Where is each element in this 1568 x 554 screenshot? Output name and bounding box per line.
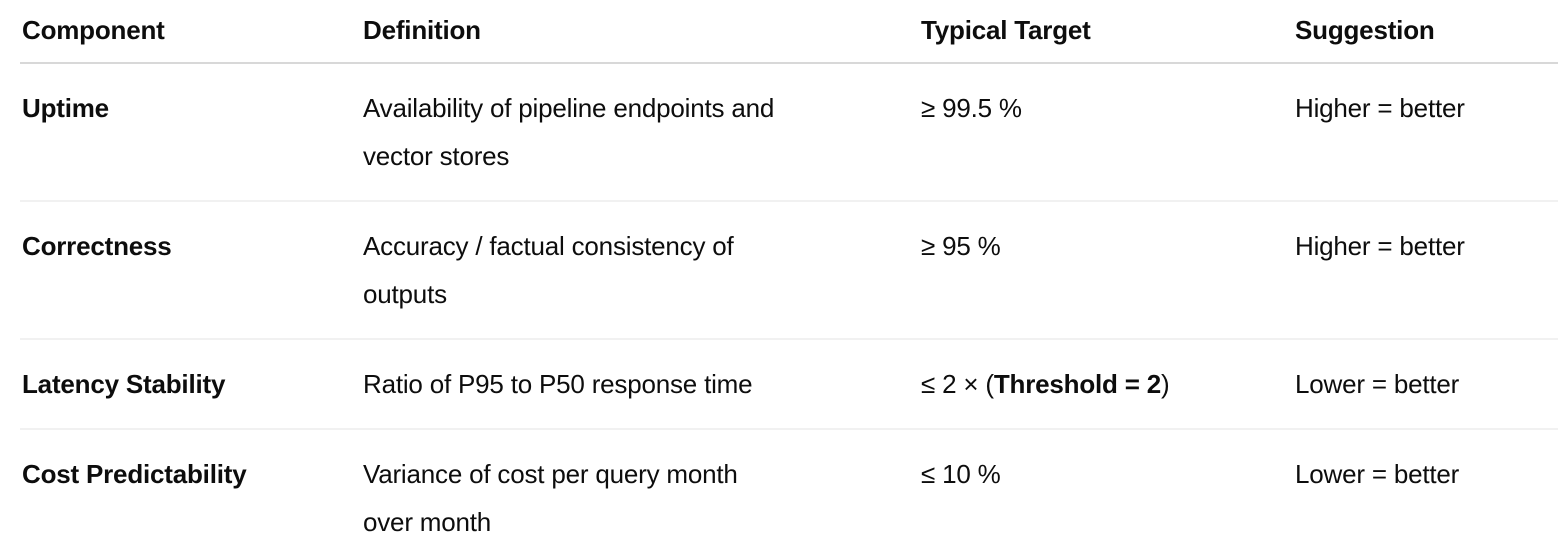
table-row-latency-stability: Latency Stability Ratio of P95 to P50 re…: [20, 340, 1558, 430]
table-row-uptime: Uptime Availability of pipeline endpoint…: [20, 64, 1558, 202]
definition-line: Variance of cost per query month: [363, 459, 738, 489]
definition-line: Ratio of P95 to P50 response time: [363, 369, 753, 399]
component-cell: Correctness: [22, 231, 172, 261]
target-cell: ≥ 99.5 %: [921, 64, 1295, 200]
definition-line: Accuracy / factual consistency of: [363, 231, 734, 261]
target-text: ≥ 99.5 %: [921, 93, 1022, 123]
definition-cell: Ratio of P95 to P50 response time: [363, 340, 921, 428]
definition-line: Availability of pipeline endpoints and: [363, 93, 775, 123]
target-text: ≤ 10 %: [921, 459, 1001, 489]
header-cell-suggestion: Suggestion: [1295, 15, 1435, 45]
header-cell-definition: Definition: [363, 15, 481, 45]
definition-cell: Variance of cost per query month over mo…: [363, 430, 921, 554]
target-cell: ≤ 10 %: [921, 430, 1295, 554]
component-cell: Cost Predictability: [22, 459, 247, 489]
table-row-correctness: Correctness Accuracy / factual consisten…: [20, 202, 1558, 340]
target-cell: ≤ 2 × (Threshold = 2): [921, 340, 1295, 428]
component-cell: Uptime: [22, 93, 109, 123]
target-text: ≤ 2 × (: [921, 369, 994, 399]
component-cell: Latency Stability: [22, 369, 226, 399]
definition-line: outputs: [363, 279, 447, 309]
target-text: ≥ 95 %: [921, 231, 1001, 261]
suggestion-cell: Higher = better: [1295, 231, 1465, 261]
target-cell: ≥ 95 %: [921, 202, 1295, 338]
suggestion-cell: Lower = better: [1295, 369, 1460, 399]
target-text-post: ): [1161, 369, 1170, 399]
table-header-row: Component Definition Typical Target Sugg…: [20, 0, 1558, 64]
table-row-cost-predictability: Cost Predictability Variance of cost per…: [20, 430, 1558, 554]
definition-cell: Availability of pipeline endpoints and v…: [363, 64, 921, 200]
header-cell-component: Component: [22, 15, 165, 45]
definition-line: vector stores: [363, 141, 510, 171]
suggestion-cell: Lower = better: [1295, 459, 1460, 489]
target-bold-text: Threshold = 2: [993, 369, 1162, 399]
definition-cell: Accuracy / factual consistency of output…: [363, 202, 921, 338]
definition-line: over month: [363, 507, 492, 537]
suggestion-cell: Higher = better: [1295, 93, 1465, 123]
header-cell-typical-target: Typical Target: [921, 15, 1091, 45]
